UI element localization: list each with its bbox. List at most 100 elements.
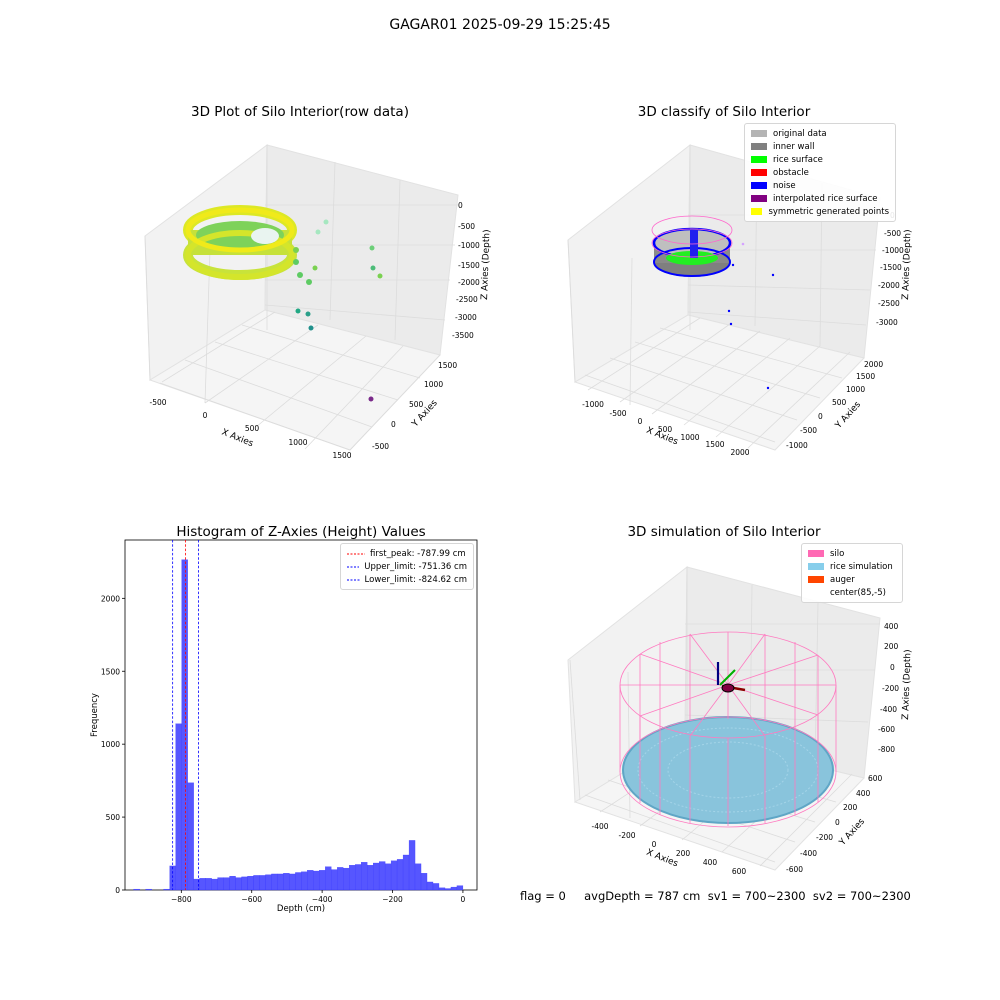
legend-item: silo	[808, 547, 896, 560]
p2-z-tick: -2000	[878, 281, 900, 290]
legend-item: interpolated rice surface	[751, 192, 889, 205]
legend-item: inner wall	[751, 140, 889, 153]
legend-swatch	[808, 550, 824, 557]
hist-y-tick-label: 1500	[101, 667, 120, 676]
p1-z-tick: -3000	[455, 313, 477, 322]
p1-z-tick: -1000	[458, 241, 480, 250]
p2-y-tick: 500	[832, 398, 847, 407]
auger-and-center	[716, 662, 746, 693]
hist-y-label: Frequency	[90, 693, 100, 737]
panel4-title: 3D simulation of Silo Interior	[627, 524, 821, 540]
p4-x-tick: 0	[652, 840, 657, 849]
hist-x-tick-label: −600	[241, 895, 262, 904]
panel1-outlier-points	[295, 219, 383, 402]
p4-x-label: X Axies	[645, 848, 680, 870]
panel1-title: 3D Plot of Silo Interior(row data)	[191, 104, 409, 120]
legend-swatch	[751, 143, 767, 150]
legend-item: Upper_limit: -751.36 cm	[347, 561, 467, 572]
p2-x-tick: 0	[638, 417, 643, 426]
legend-item: first_peak: -787.99 cm	[347, 548, 466, 559]
p4-y-tick: 200	[843, 803, 858, 812]
hist-x-tick-label: −200	[382, 895, 403, 904]
p2-x-tick: 500	[658, 425, 673, 434]
histogram-bar	[133, 888, 140, 891]
p2-x-tick: -500	[609, 409, 626, 418]
hist-x-tick-label: −400	[312, 895, 333, 904]
legend-swatch	[808, 589, 824, 596]
panel2-title: 3D classify of Silo Interior	[637, 104, 811, 120]
hist-x-label: Depth (cm)	[277, 904, 325, 914]
histogram-bar	[187, 782, 194, 891]
legend-swatch	[751, 156, 767, 163]
p2-y-tick: 1500	[856, 372, 875, 381]
legend-swatch	[808, 563, 824, 570]
p2-x-tick: -1000	[582, 400, 604, 409]
p4-y-tick: -200	[816, 833, 833, 842]
p2-z-tick: -2500	[878, 299, 900, 308]
p2-y-tick: -1000	[786, 441, 808, 450]
p1-z-tick: -2000	[458, 278, 480, 287]
p1-x-tick: 1500	[332, 451, 351, 460]
p4-x-tick: -200	[618, 831, 635, 840]
histogram-bar	[420, 873, 428, 891]
p4-z-tick: -200	[882, 684, 899, 693]
p1-z-tick: -2500	[456, 295, 478, 304]
p4-y-tick: -600	[786, 865, 803, 874]
histogram-legend: first_peak: -787.99 cm Upper_limit: -751…	[340, 543, 474, 590]
p4-y-tick: 0	[835, 818, 840, 827]
p2-y-tick: 2000	[864, 360, 883, 369]
p2-y-tick: 1000	[846, 385, 865, 394]
legend-swatch	[751, 195, 767, 202]
histogram-bar	[145, 888, 152, 891]
p2-z-tick: -500	[884, 229, 901, 238]
p4-z-tick: 400	[884, 622, 899, 631]
p4-z-tick: -800	[878, 745, 895, 754]
p1-z-tick: -500	[458, 222, 475, 231]
histogram-bar	[456, 885, 464, 891]
legend-swatch	[751, 208, 763, 215]
panel3-title: Histogram of Z-Axies (Height) Values	[176, 524, 426, 540]
p2-z-tick: -1000	[882, 246, 904, 255]
legend-item: Lower_limit: -824.62 cm	[347, 574, 467, 585]
p2-x-tick: 1500	[705, 440, 724, 449]
p1-x-tick: 0	[203, 411, 208, 420]
legend-item: auger	[808, 573, 896, 586]
p2-y-tick: 0	[818, 412, 823, 421]
p4-z-tick: -400	[880, 705, 897, 714]
p4-y-label: Y Axies	[837, 817, 867, 849]
p4-x-tick: 200	[676, 849, 691, 858]
p2-z-tick: -3000	[876, 318, 898, 327]
p1-y-tick: -500	[372, 442, 389, 451]
p1-z-tick: 0	[458, 201, 463, 210]
p4-z-label: Z Axies (Depth)	[901, 649, 913, 720]
p1-y-tick: 1000	[424, 380, 443, 389]
p4-y-tick: -400	[800, 849, 817, 858]
legend-swatch	[751, 169, 767, 176]
hist-x-tick-label: 0	[461, 895, 466, 904]
figure-title: GAGAR01 2025-09-29 15:25:45	[389, 17, 611, 33]
legend-item: rice surface	[751, 153, 889, 166]
legend-item: symmetric generated points	[751, 205, 889, 218]
p2-x-tick: 1000	[680, 433, 699, 442]
p2-z-label: Z Axies (Depth)	[901, 229, 913, 300]
legend-item: rice simulation	[808, 560, 896, 573]
p4-x-tick: -400	[591, 822, 608, 831]
p1-y-tick: 0	[391, 420, 396, 429]
p4-y-tick: 600	[868, 774, 883, 783]
legend-item: noise	[751, 179, 889, 192]
p4-z-tick: 0	[890, 663, 895, 672]
legend-item: original data	[751, 127, 889, 140]
histogram-bar	[432, 883, 440, 891]
p1-y-tick: 500	[409, 400, 424, 409]
legend-item: obstacle	[751, 166, 889, 179]
p1-x-tick: -500	[149, 398, 166, 407]
p2-x-tick: 2000	[730, 448, 749, 457]
hist-x-tick-label: −800	[171, 895, 192, 904]
hist-y-tick-label: 2000	[101, 594, 120, 603]
p1-x-tick: 500	[245, 424, 260, 433]
panel2-silo	[651, 215, 733, 277]
p1-z-tick: -1500	[458, 261, 480, 270]
silo-wireframe	[619, 631, 837, 828]
